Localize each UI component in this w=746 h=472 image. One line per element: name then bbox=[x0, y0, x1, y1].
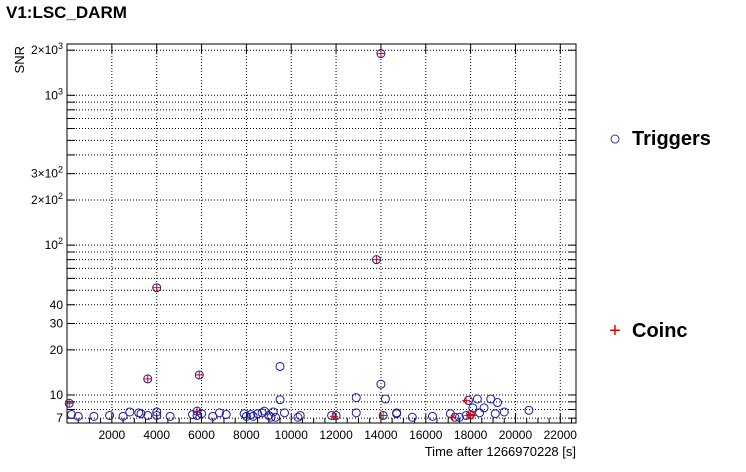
trigger-point bbox=[143, 410, 153, 420]
trigger-point bbox=[221, 410, 231, 420]
coinc-point bbox=[379, 411, 388, 420]
trigger-point bbox=[241, 411, 251, 421]
trigger-point bbox=[351, 408, 361, 418]
trigger-point bbox=[66, 410, 76, 420]
data-markers bbox=[64, 49, 534, 422]
y-tick-label: 103 bbox=[45, 86, 63, 102]
coinc-point bbox=[65, 399, 74, 408]
x-tick-label: 6000 bbox=[188, 428, 215, 442]
axes bbox=[66, 43, 577, 424]
x-tick-label: 8000 bbox=[233, 428, 260, 442]
x-tick-label: 20000 bbox=[499, 428, 533, 442]
trigger-point bbox=[73, 411, 83, 421]
tick-labels: 2000 4000 6000 8000 10000 12000 14000 16000 1800… bbox=[31, 41, 577, 442]
coinc-point bbox=[195, 370, 204, 379]
trigger-point bbox=[499, 407, 509, 417]
coinc-point bbox=[329, 412, 338, 421]
coinc-point bbox=[193, 407, 202, 416]
coinc-point bbox=[143, 374, 152, 383]
trigger-point bbox=[246, 410, 256, 420]
x-tick-label: 2000 bbox=[98, 428, 125, 442]
x-axis-label: Time after 1266970228 [s] bbox=[425, 444, 576, 459]
grid-lines bbox=[67, 44, 576, 423]
trigger-point bbox=[427, 411, 437, 421]
plot-frame bbox=[66, 43, 577, 424]
coinc-point bbox=[462, 396, 471, 405]
trigger-point bbox=[376, 379, 386, 389]
trigger-point bbox=[125, 407, 135, 417]
x-tick-label: 14000 bbox=[364, 428, 398, 442]
coinc-point bbox=[372, 255, 381, 264]
trigger-point bbox=[264, 410, 274, 420]
trigger-point bbox=[239, 409, 249, 419]
y-tick-label: 10 bbox=[50, 388, 64, 402]
trigger-point bbox=[275, 361, 285, 371]
trigger-point bbox=[89, 411, 99, 421]
trigger-point bbox=[118, 411, 128, 421]
x-tick-label: 10000 bbox=[275, 428, 309, 442]
trigger-point bbox=[351, 393, 361, 403]
trigger-point bbox=[407, 412, 417, 422]
coinc-point bbox=[376, 49, 385, 58]
trigger-point bbox=[295, 410, 305, 420]
trigger-point bbox=[214, 408, 224, 418]
y-tick-label: 20 bbox=[50, 343, 64, 357]
x-tick-label: 4000 bbox=[143, 428, 170, 442]
y-tick-label: 7 bbox=[56, 411, 63, 425]
chart-title: V1:LSC_DARM bbox=[6, 3, 127, 22]
trigger-point bbox=[248, 411, 258, 421]
y-tick-label: 30 bbox=[50, 316, 64, 330]
trigger-point bbox=[136, 409, 146, 419]
coinc-point bbox=[468, 411, 477, 420]
trigger-point bbox=[275, 395, 285, 405]
y-tick-label: 40 bbox=[50, 298, 64, 312]
trigger-point bbox=[105, 410, 115, 420]
trigger-point bbox=[472, 394, 482, 404]
trigger-point bbox=[524, 405, 534, 415]
legend-label-triggers: Triggers bbox=[632, 128, 711, 150]
legend-item-triggers: ○ Triggers bbox=[604, 128, 711, 151]
trigger-point bbox=[266, 412, 276, 422]
x-tick-label: 22000 bbox=[544, 428, 578, 442]
trigger-point bbox=[475, 408, 485, 418]
trigger-point bbox=[152, 410, 162, 420]
open-circle-icon: ○ bbox=[608, 128, 622, 150]
y-axis-label: SNR bbox=[12, 46, 27, 73]
coinc-point bbox=[448, 413, 457, 422]
trigger-point bbox=[271, 412, 281, 422]
x-tick-label: 18000 bbox=[454, 428, 488, 442]
trigger-point bbox=[293, 412, 303, 422]
trigger-point bbox=[327, 410, 337, 420]
trigger-point bbox=[268, 407, 278, 417]
y-tick-label: 2×102 bbox=[31, 191, 63, 207]
x-tick-label: 12000 bbox=[319, 428, 353, 442]
trigger-point bbox=[165, 411, 175, 421]
trigger-point bbox=[490, 409, 500, 419]
x-tick-label: 16000 bbox=[409, 428, 443, 442]
trigger-point bbox=[259, 406, 269, 416]
plus-icon: + bbox=[609, 320, 621, 342]
trigger-point bbox=[331, 410, 341, 420]
legend-item-coinc: + Coinc bbox=[604, 320, 688, 343]
legend-label-coinc: Coinc bbox=[632, 320, 688, 342]
y-tick-label: 102 bbox=[45, 236, 63, 252]
coinc-point bbox=[152, 283, 161, 292]
trigger-point bbox=[380, 394, 390, 404]
trigger-point bbox=[280, 408, 290, 418]
y-tick-label: 2×103 bbox=[31, 41, 63, 57]
trigger-point bbox=[392, 409, 402, 419]
trigger-point bbox=[152, 407, 162, 417]
trigger-point bbox=[493, 398, 503, 408]
y-tick-label: 3×102 bbox=[31, 165, 63, 181]
trigger-point bbox=[479, 403, 489, 413]
